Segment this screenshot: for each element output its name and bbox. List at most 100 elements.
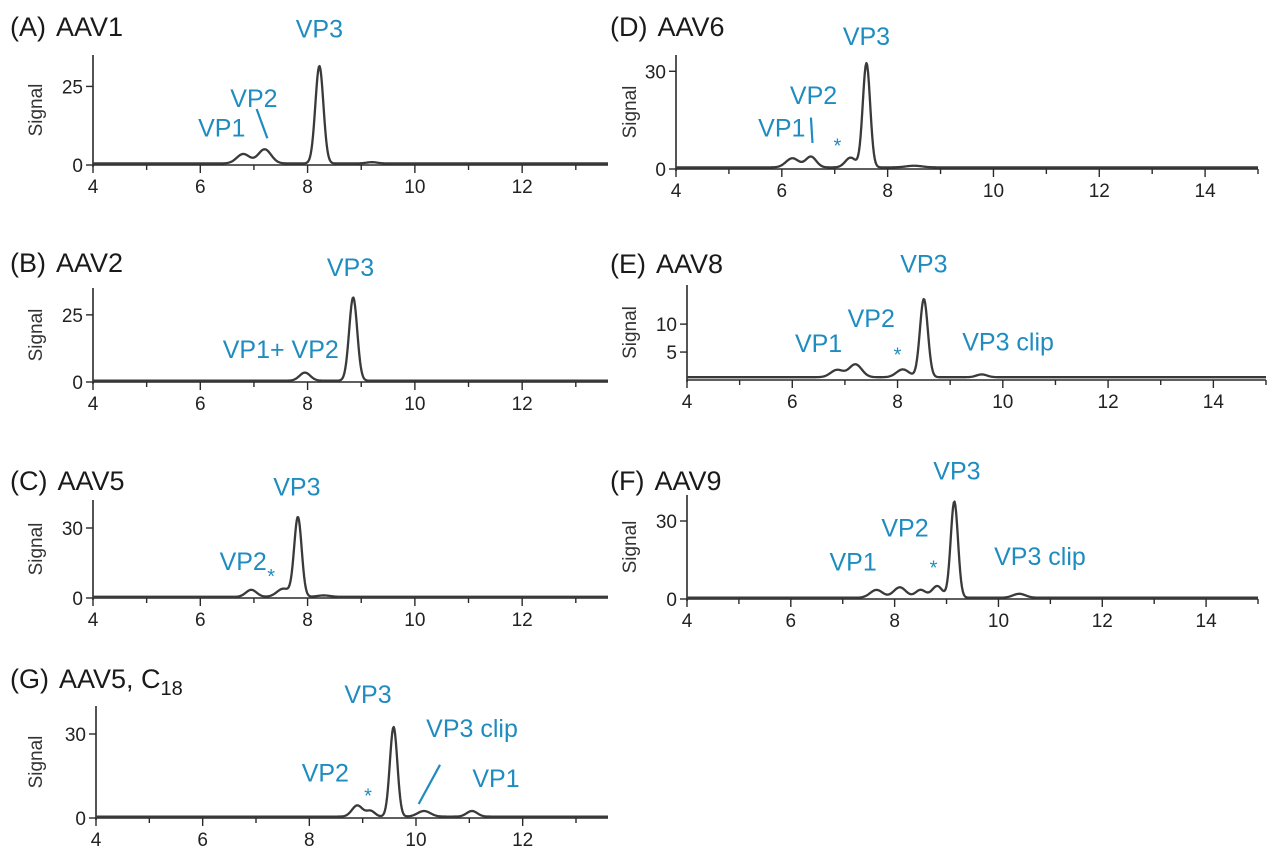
y-tick-label: 30 (656, 512, 677, 533)
y-tick-label: 25 (62, 306, 83, 327)
peak-annotation: VP3 (296, 16, 343, 44)
x-tick-label: 4 (682, 392, 693, 413)
panel-title: (A) AAV1 (10, 12, 123, 42)
peak-annotation: VP2 (220, 548, 267, 576)
peak-annotation: VP1 (829, 548, 876, 576)
panel-name: AAV2 (56, 248, 123, 278)
peak-annotation: VP3 clip (426, 715, 518, 743)
x-tick-label: 8 (302, 177, 313, 198)
peak-annotation: VP1 (472, 765, 519, 793)
panel-title: (F) AAV9 (610, 466, 722, 496)
chart-panel: (G) AAV5, C18 Signal 4 6 8 10 12 0 30 VP2 * VP3 VP3 c… (10, 664, 609, 851)
x-tick-label: 8 (882, 181, 893, 202)
y-tick-label: 30 (65, 725, 86, 746)
x-tick-label: 4 (671, 181, 682, 202)
peak-annotation: VP2 (790, 82, 837, 110)
panel-name: AAV5, C (59, 664, 161, 694)
x-tick-label: 6 (786, 611, 797, 632)
y-axis-label: Signal (26, 736, 47, 789)
annotation-leader (809, 117, 814, 144)
x-tick-label: 6 (195, 610, 206, 631)
x-tick-label: 4 (682, 611, 693, 632)
panel-letter: (G) (10, 664, 49, 694)
chart-panel: (C) AAV5 Signal 4 6 8 10 12 0 30 VP2* VP3 (10, 466, 609, 631)
y-tick-label: 0 (72, 156, 83, 177)
peak-annotation: VP3 (273, 473, 320, 501)
y-axis-label: Signal (620, 521, 641, 574)
y-axis-label: Signal (26, 309, 47, 362)
panel-letter: (A) (10, 12, 46, 42)
x-tick-label: 10 (983, 181, 1004, 202)
series-line (686, 500, 1259, 599)
y-axis-label: Signal (620, 306, 641, 359)
panel-title: (D) AAV6 (610, 12, 725, 42)
x-tick-label: 8 (889, 611, 900, 632)
x-tick-label: 6 (195, 177, 206, 198)
panel-name: AAV8 (656, 249, 723, 279)
series-line (686, 298, 1267, 379)
peak-annotation: VP3 (900, 251, 947, 279)
panel-letter: (D) (610, 12, 647, 42)
x-tick-label: 4 (88, 394, 99, 415)
y-tick-label: 0 (655, 160, 666, 181)
series-line (92, 296, 609, 382)
series-line (92, 516, 609, 598)
peak-annotation: VP2 (881, 515, 928, 543)
peak-annotation: VP3 clip (994, 543, 1086, 571)
y-axis-label: Signal (26, 84, 47, 137)
x-tick-label: 10 (405, 830, 426, 851)
peak-annotation: VP3 (843, 23, 890, 51)
x-tick-label: 10 (404, 610, 425, 631)
panel-name: AAV6 (657, 12, 724, 42)
panel-letter: (C) (10, 466, 47, 496)
y-tick-label: 0 (75, 809, 86, 830)
x-tick-label: 12 (1098, 392, 1119, 413)
panel-subscript: 18 (161, 678, 183, 700)
peak-annotation: VP3 (327, 254, 374, 282)
x-tick-label: 8 (892, 392, 903, 413)
peak-annotation: VP1 (795, 330, 842, 358)
x-tick-label: 6 (195, 394, 206, 415)
y-tick-label: 25 (62, 77, 83, 98)
x-tick-label: 4 (91, 830, 102, 851)
panel-title: (G) AAV5, C18 (10, 664, 183, 700)
annotation-asterisk: * (930, 557, 938, 579)
x-tick-label: 12 (512, 394, 533, 415)
x-tick-label: 12 (512, 830, 533, 851)
x-tick-label: 10 (992, 392, 1013, 413)
x-tick-label: 12 (512, 177, 533, 198)
y-tick-label: 5 (666, 343, 677, 364)
y-tick-label: 30 (645, 62, 666, 83)
x-tick-label: 6 (777, 181, 788, 202)
annotation-asterisk: * (894, 345, 902, 367)
annotation-leader (255, 108, 269, 139)
series-line (95, 725, 609, 818)
peak-annotation: VP2 (848, 305, 895, 333)
panel-name: AAV5 (57, 466, 124, 496)
x-tick-label: 14 (1195, 181, 1217, 202)
y-tick-label: 0 (72, 373, 83, 394)
x-tick-label: 8 (302, 394, 313, 415)
annotation-asterisk: * (364, 786, 372, 808)
panel-name: AAV1 (56, 12, 123, 42)
x-tick-label: 10 (404, 394, 425, 415)
panel-title: (C) AAV5 (10, 466, 125, 496)
y-tick-label: 0 (72, 589, 83, 610)
y-axis-label: Signal (620, 86, 641, 139)
y-tick-label: 0 (666, 590, 677, 611)
peak-annotation: VP3 (344, 681, 391, 709)
y-axis-label: Signal (26, 523, 47, 576)
y-tick-label: 10 (656, 315, 677, 336)
peak-annotation: VP1+ VP2 (223, 336, 339, 364)
chart-panel: (B) AAV2 Signal 4 6 8 10 12 0 25 VP1+ VP2 VP3 (10, 248, 609, 415)
y-tick-label: 30 (62, 519, 83, 540)
panel-title: (B) AAV2 (10, 248, 123, 278)
x-tick-label: 14 (1203, 392, 1225, 413)
x-tick-label: 6 (197, 830, 208, 851)
series-line (92, 64, 609, 165)
annotation-asterisk: * (833, 136, 841, 158)
x-tick-label: 6 (787, 392, 798, 413)
